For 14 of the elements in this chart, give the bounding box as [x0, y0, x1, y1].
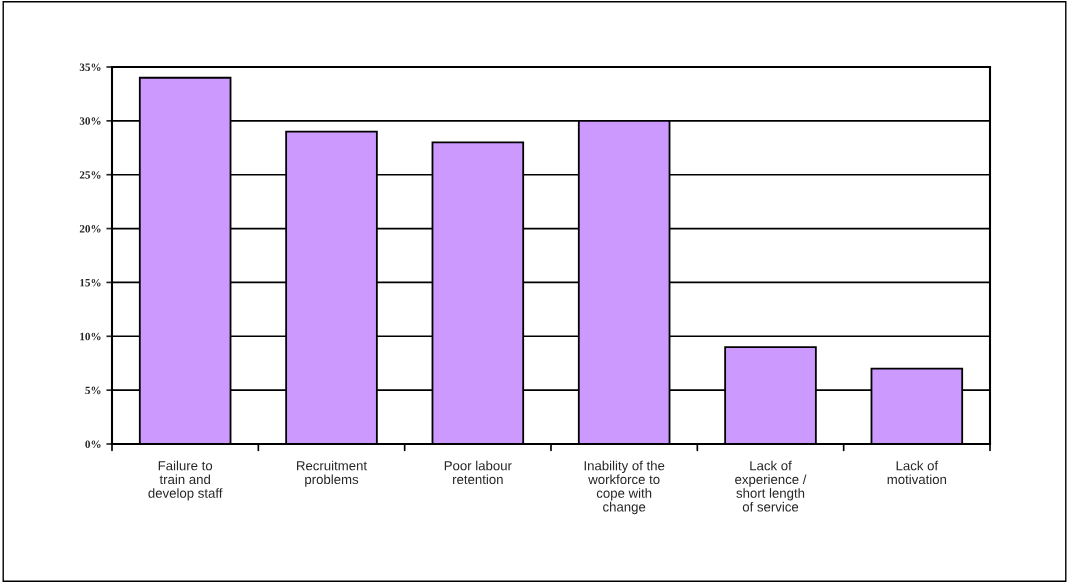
y-tick-label: 35%: [79, 63, 101, 71]
y-tick-label: 0%: [85, 440, 101, 448]
y-tick-label: 10%: [80, 332, 101, 341]
y-tick-label: 30%: [79, 117, 101, 125]
x-tick-label: Lack of motivation: [887, 460, 947, 485]
x-tick-label: Recruitment problems: [297, 460, 367, 487]
y-tick-label: 25%: [79, 171, 101, 179]
x-tick-label: Lack of experience / short length of service: [735, 460, 807, 512]
y-tick-label: 20%: [79, 225, 101, 233]
x-tick-label: Inability of the workforce to cope with change: [584, 460, 665, 515]
y-tick-label: 15%: [80, 278, 101, 287]
x-tick-label: Poor labour retention: [444, 460, 512, 485]
x-tick-label: Failure to train and develop staff: [148, 460, 223, 501]
y-tick-label: 5%: [85, 386, 101, 395]
